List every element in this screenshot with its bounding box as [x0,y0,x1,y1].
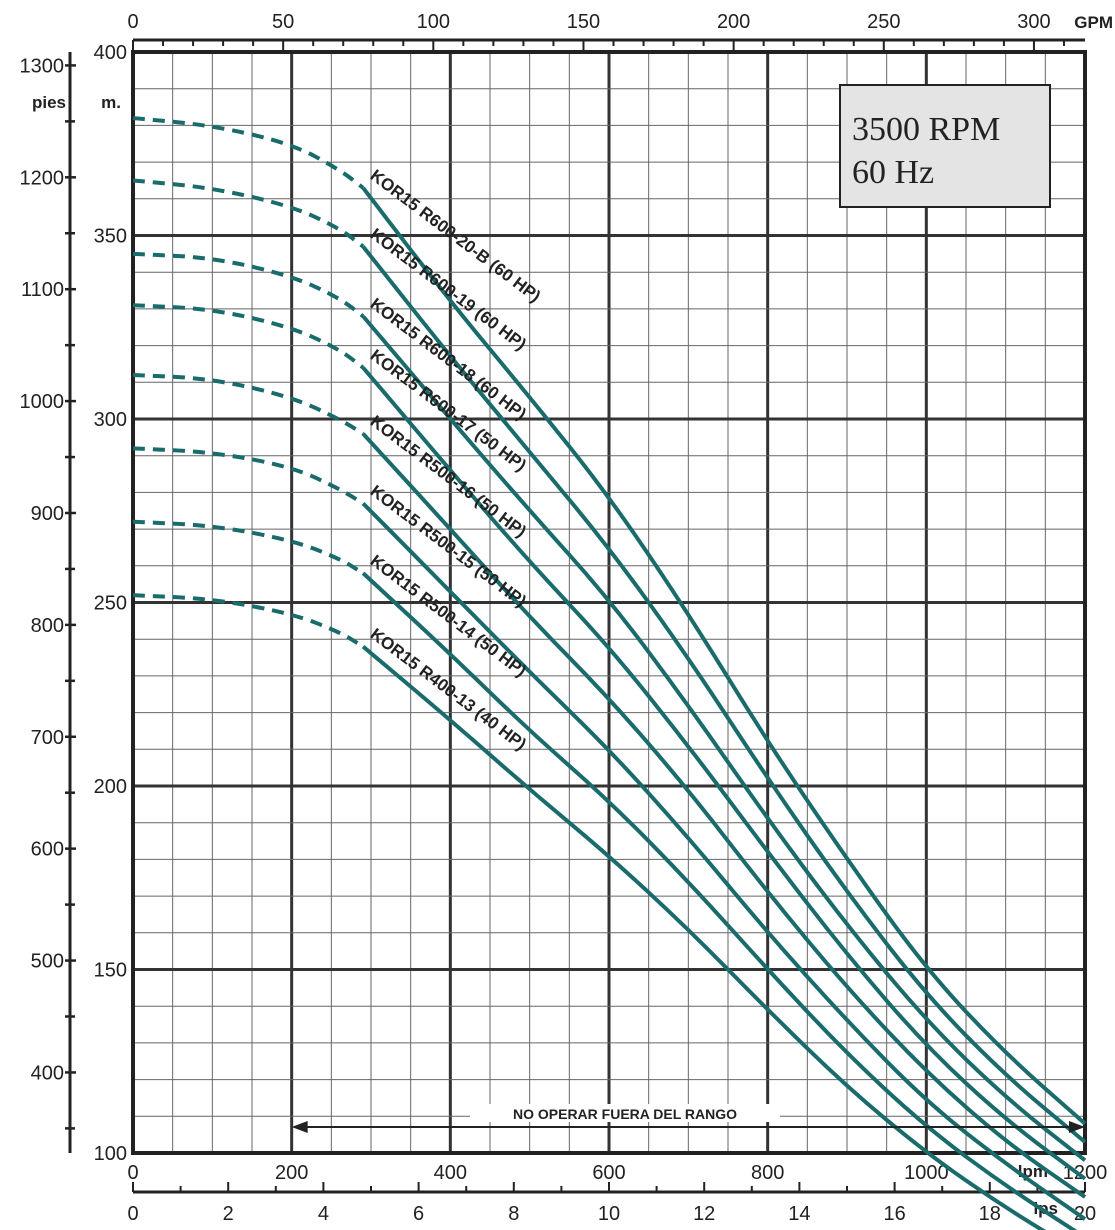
info-box-hz: 60 Hz [852,154,934,191]
y-unit-label-feet: pies [32,93,66,112]
series-line [361,245,1087,1144]
range-arrow-right [1069,1121,1085,1133]
x-tick-label-lps: 10 [598,1203,620,1225]
series-line [361,645,1047,1230]
x-tick-label-lps: 4 [318,1203,329,1225]
series-label: KOR15 R500-16 (50 HP) [367,412,530,541]
x-tick-label-lpm: 600 [592,1162,625,1184]
series-line [361,366,1087,1181]
x-tick-label-lpm: 200 [275,1162,308,1184]
y-tick-label-feet: 700 [31,727,64,749]
info-box [839,84,1051,208]
x-tick-label-lpm: 400 [434,1162,467,1184]
x-tick-label-lps: 18 [979,1203,1001,1225]
y-tick-label-m: 200 [94,776,127,798]
y-tick-label-m: 250 [94,593,127,615]
x-tick-label-gpm: 0 [127,11,138,33]
x-tick-label-gpm: 300 [1017,11,1050,33]
x-unit-label-lps: lps [1033,1199,1058,1218]
x-tick-label-lps: 12 [693,1203,715,1225]
plot-frame [131,50,1087,1155]
series-dashed-segment [132,178,365,249]
x-tick-label-gpm: 50 [272,11,294,33]
series-line [361,432,1087,1199]
y-tick-label-feet: 800 [31,615,64,637]
series-dashed-segment [132,519,365,575]
x-tick-label-lps: 16 [883,1203,905,1225]
series-line [361,186,1087,1126]
series-label: KOR15 R600-19 (60 HP) [367,225,530,354]
x-tick-label-lpm: 800 [751,1162,784,1184]
y-tick-label-feet: 600 [31,839,64,861]
y-tick-label-m: 350 [94,226,127,248]
series-dashed-segment [132,593,365,649]
x-tick-label-lps: 20 [1074,1203,1096,1225]
series-dashed-segment [132,251,365,318]
series-label: KOR15 R500-14 (50 HP) [367,551,530,680]
x-tick-label-gpm: 200 [717,11,750,33]
x-tick-label-lpm: 1000 [904,1162,949,1184]
info-box-rpm: 3500 RPM [852,111,1000,148]
x-tick-label-gpm: 150 [567,11,600,33]
x-tick-label-lps: 0 [127,1203,138,1225]
y-unit-label-m: m. [101,93,121,112]
y-tick-label-m: 300 [94,409,127,431]
y-tick-label-feet: 400 [31,1062,64,1084]
series-dashed-segment [132,446,365,506]
x-tick-label-lps: 2 [223,1203,234,1225]
x-tick-label-gpm: 250 [867,11,900,33]
x-tick-label-gpm: 100 [417,11,450,33]
range-note: NO OPERAR FUERA DEL RANGO [513,1106,737,1122]
x-tick-label-lpm: 0 [127,1162,138,1184]
series-dashed-segment [132,372,365,436]
series-line [361,314,1087,1162]
x-unit-label-gpm: GPM [1074,13,1113,32]
y-tick-label-feet: 1100 [21,279,64,301]
x-unit-label-lpm: lpm [1018,1162,1048,1181]
series-line [361,502,1087,1221]
series-label: KOR15 R400-13 (40 HP) [367,625,530,754]
y-tick-label-m: 100 [94,1143,127,1165]
series-dashed-segment [132,303,365,370]
y-tick-label-feet: 900 [31,503,64,525]
y-tick-label-feet: 1200 [20,167,65,189]
range-note-bg [470,1104,780,1122]
x-tick-label-lps: 14 [788,1203,810,1225]
x-tick-label-lps: 6 [413,1203,424,1225]
series-dashed-segment [132,116,365,190]
series-line [361,571,1078,1230]
range-arrow-left [291,1121,308,1133]
x-tick-label-lps: 8 [508,1203,519,1225]
x-tick-label-lpm: 1200 [1063,1162,1108,1184]
y-tick-label-m: 400 [94,42,127,64]
y-tick-label-feet: 500 [31,951,64,973]
y-tick-label-m: 150 [94,960,127,982]
y-tick-label-feet: 1300 [20,55,65,77]
y-tick-label-feet: 1000 [20,391,65,413]
